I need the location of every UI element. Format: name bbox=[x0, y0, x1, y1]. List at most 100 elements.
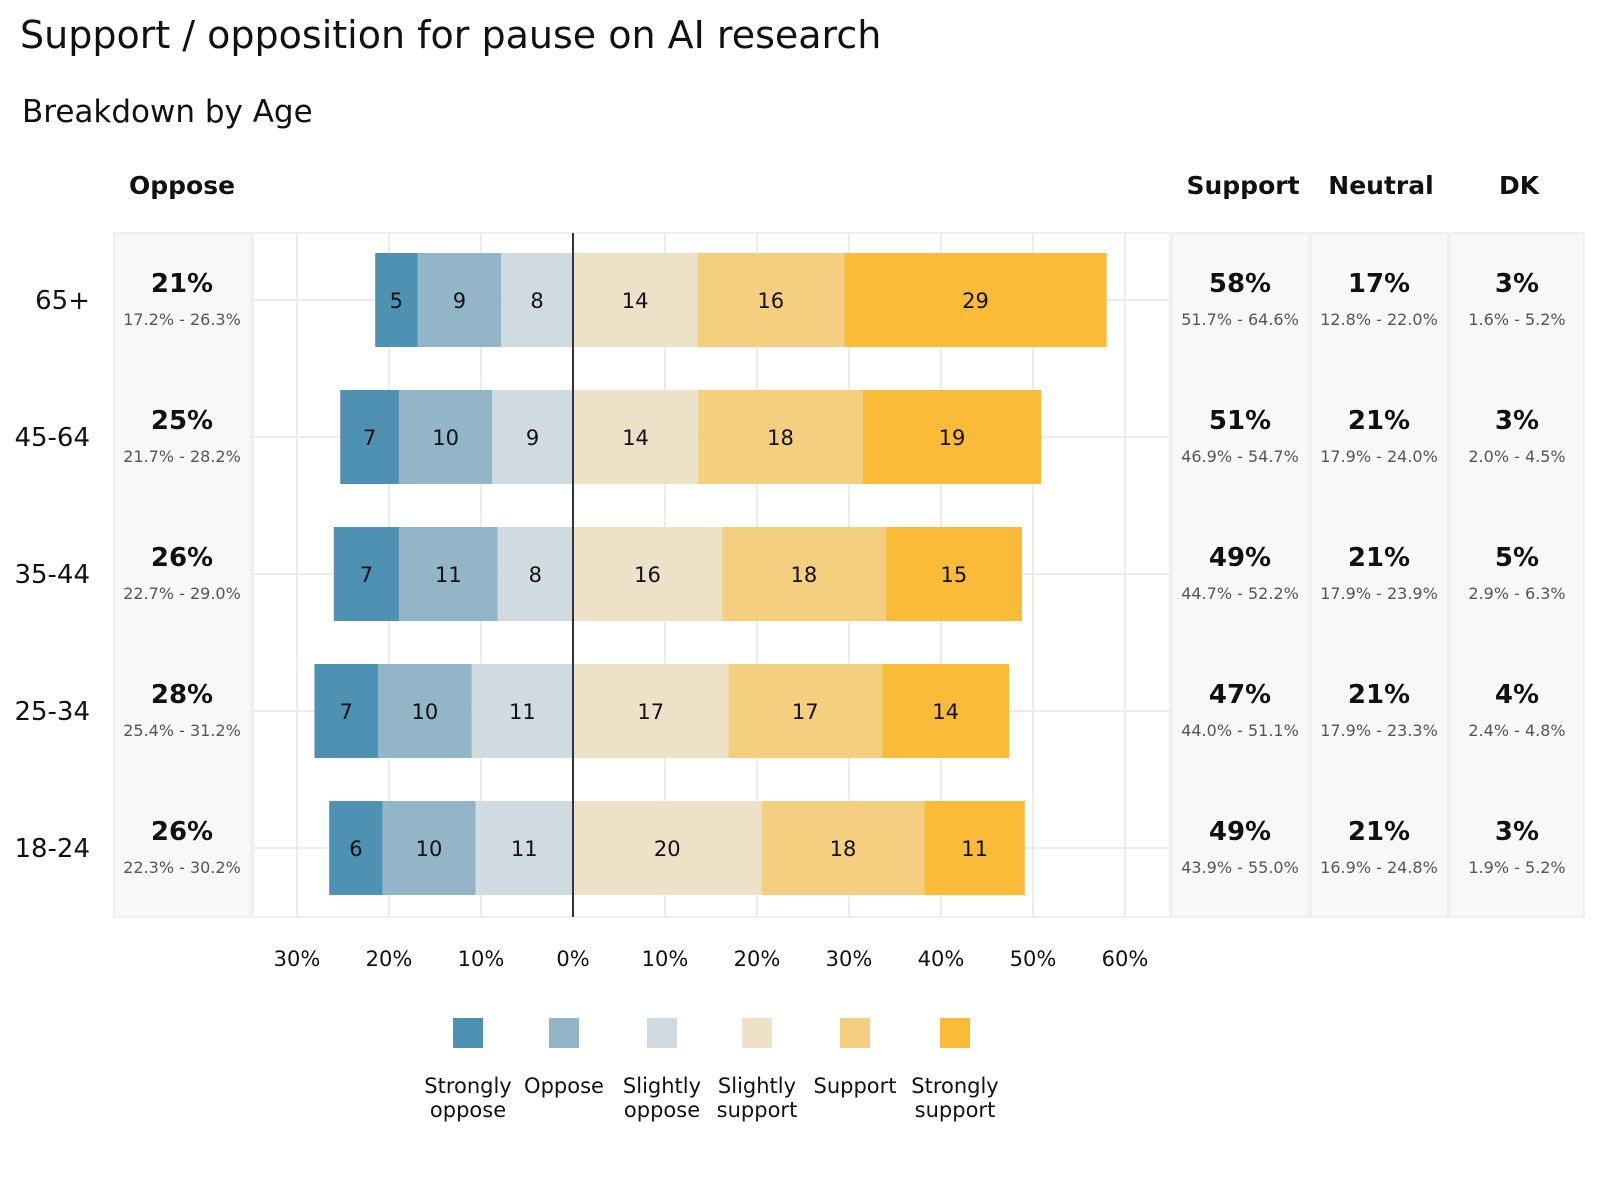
dk-percent: 3% bbox=[1495, 269, 1539, 299]
bar-strongly_oppose bbox=[375, 253, 418, 347]
bar-slightly_support bbox=[573, 664, 729, 758]
bar-strongly_support bbox=[924, 801, 1025, 895]
bar-label-oppose: 11 bbox=[435, 563, 462, 587]
row-label: 25-34 bbox=[14, 697, 90, 727]
x-tick-label: 30% bbox=[826, 947, 873, 971]
bar-label-slightly_oppose: 9 bbox=[526, 426, 539, 450]
bar-label-support: 18 bbox=[830, 837, 857, 861]
row-label: 45-64 bbox=[14, 423, 90, 453]
neutral-confidence-interval: 17.9% - 24.0% bbox=[1320, 447, 1438, 466]
bar-label-slightly_support: 16 bbox=[634, 563, 661, 587]
dk-confidence-interval: 1.9% - 5.2% bbox=[1468, 858, 1565, 877]
neutral-confidence-interval: 17.9% - 23.3% bbox=[1320, 721, 1438, 740]
support-percent: 49% bbox=[1209, 817, 1271, 847]
neutral-column-header: Neutral bbox=[1328, 171, 1433, 200]
support-percent: 58% bbox=[1209, 269, 1271, 299]
support-confidence-interval: 51.7% - 64.6% bbox=[1181, 310, 1299, 329]
bar-strongly_oppose bbox=[340, 390, 400, 484]
neutral-percent: 21% bbox=[1348, 543, 1410, 573]
bar-strongly_support bbox=[844, 253, 1107, 347]
x-tick-label: 10% bbox=[458, 947, 505, 971]
bar-label-strongly_support: 15 bbox=[941, 563, 968, 587]
bar-slightly_support bbox=[573, 527, 723, 621]
x-tick-label: 0% bbox=[556, 947, 589, 971]
legend-swatch-support bbox=[840, 1018, 870, 1048]
bar-label-strongly_support: 19 bbox=[939, 426, 966, 450]
oppose-percent: 26% bbox=[151, 543, 213, 573]
oppose-percent: 25% bbox=[151, 406, 213, 436]
oppose-confidence-interval: 22.3% - 30.2% bbox=[123, 858, 241, 877]
legend-label-oppose: Oppose bbox=[524, 1074, 604, 1098]
x-tick-label: 60% bbox=[1102, 947, 1149, 971]
dk-confidence-interval: 2.4% - 4.8% bbox=[1468, 721, 1565, 740]
bar-label-slightly_support: 14 bbox=[622, 289, 649, 313]
oppose-confidence-interval: 21.7% - 28.2% bbox=[123, 447, 241, 466]
bar-slightly_support bbox=[573, 253, 698, 347]
support-confidence-interval: 43.9% - 55.0% bbox=[1181, 858, 1299, 877]
bar-label-strongly_support: 29 bbox=[962, 289, 989, 313]
oppose-percent: 28% bbox=[151, 680, 213, 710]
legend-label-slightly_support: Slightly bbox=[718, 1074, 796, 1098]
legend-label-support: Support bbox=[813, 1074, 896, 1098]
support-percent: 49% bbox=[1209, 543, 1271, 573]
legend-swatch-strongly_oppose bbox=[453, 1018, 483, 1048]
support-percent: 51% bbox=[1209, 406, 1271, 436]
bar-support bbox=[728, 664, 883, 758]
oppose-panel bbox=[113, 232, 252, 918]
bar-support bbox=[722, 527, 886, 621]
bar-oppose bbox=[417, 253, 502, 347]
bar-strongly_support bbox=[862, 390, 1042, 484]
neutral-percent: 21% bbox=[1348, 406, 1410, 436]
neutral-confidence-interval: 16.9% - 24.8% bbox=[1320, 858, 1438, 877]
legend-swatch-strongly_support bbox=[940, 1018, 970, 1048]
neutral-percent: 17% bbox=[1348, 269, 1410, 299]
dk-percent: 5% bbox=[1495, 543, 1539, 573]
legend-label-strongly_support: Strongly bbox=[911, 1074, 999, 1098]
neutral-confidence-interval: 12.8% - 22.0% bbox=[1320, 310, 1438, 329]
dk-confidence-interval: 2.0% - 4.5% bbox=[1468, 447, 1565, 466]
x-tick-label: 30% bbox=[274, 947, 321, 971]
bar-oppose bbox=[399, 527, 498, 621]
dk-confidence-interval: 2.9% - 6.3% bbox=[1468, 584, 1565, 603]
dk-percent: 3% bbox=[1495, 817, 1539, 847]
oppose-confidence-interval: 25.4% - 31.2% bbox=[123, 721, 241, 740]
bar-label-oppose: 10 bbox=[416, 837, 443, 861]
x-axis: 30% 20% 10% 0% 10% 20% 30% 40% 50% 60% bbox=[274, 947, 1149, 971]
dk-confidence-interval: 1.6% - 5.2% bbox=[1468, 310, 1565, 329]
dk-column-header: DK bbox=[1499, 171, 1541, 200]
x-tick-label: 20% bbox=[734, 947, 781, 971]
bar-strongly_support bbox=[885, 527, 1022, 621]
bar-oppose bbox=[382, 801, 476, 895]
chart-subtitle: Breakdown by Age bbox=[22, 94, 313, 130]
support-confidence-interval: 44.7% - 52.2% bbox=[1181, 584, 1299, 603]
bar-support bbox=[698, 390, 863, 484]
support-percent: 47% bbox=[1209, 680, 1271, 710]
bars: 5 9 8 14 16 29 7 10 9 14 18 19 7 11 8 16 18 15 7 10 11 17 17 14… bbox=[314, 233, 1107, 917]
legend-label-strongly_support: support bbox=[915, 1098, 996, 1122]
bar-label-strongly_oppose: 7 bbox=[363, 426, 376, 450]
legend-label-strongly_oppose: oppose bbox=[430, 1098, 506, 1122]
bar-label-oppose: 9 bbox=[453, 289, 466, 313]
x-tick-label: 40% bbox=[918, 947, 965, 971]
dk-percent: 3% bbox=[1495, 406, 1539, 436]
bar-strongly_oppose bbox=[333, 527, 400, 621]
x-tick-label: 10% bbox=[642, 947, 689, 971]
legend-label-slightly_oppose: oppose bbox=[624, 1098, 700, 1122]
bar-slightly_oppose bbox=[471, 664, 573, 758]
bar-support bbox=[697, 253, 845, 347]
bar-slightly_oppose bbox=[492, 390, 573, 484]
oppose-percent: 26% bbox=[151, 817, 213, 847]
bar-label-slightly_support: 20 bbox=[654, 837, 681, 861]
oppose-confidence-interval: 22.7% - 29.0% bbox=[123, 584, 241, 603]
bar-label-slightly_oppose: 11 bbox=[511, 837, 538, 861]
row-label: 35-44 bbox=[14, 560, 90, 590]
legend-swatch-slightly_oppose bbox=[647, 1018, 677, 1048]
bar-label-oppose: 10 bbox=[432, 426, 459, 450]
bar-slightly_oppose bbox=[501, 253, 573, 347]
bar-label-support: 16 bbox=[757, 289, 784, 313]
neutral-panel bbox=[1310, 232, 1449, 918]
bar-label-strongly_oppose: 6 bbox=[349, 837, 362, 861]
bar-oppose bbox=[399, 390, 493, 484]
